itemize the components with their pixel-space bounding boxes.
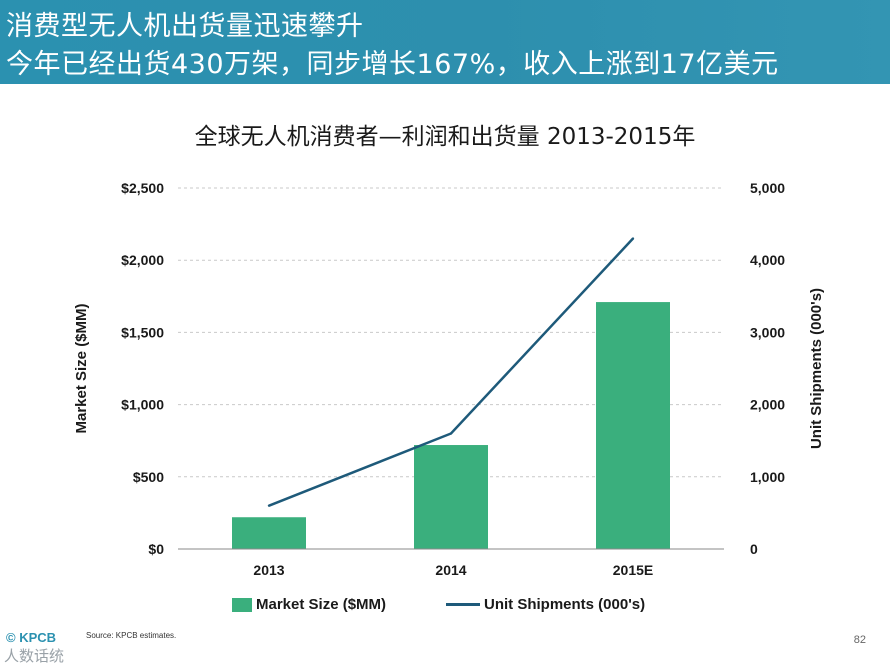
y-left-tick-label: $2,500 [121, 180, 164, 196]
y-left-axis-title: Market Size ($MM) [73, 303, 90, 433]
y-right-tick-label: 0 [750, 541, 758, 557]
legend-bar-swatch [232, 597, 252, 612]
line-point [267, 504, 271, 507]
y-right-tick-label: 3,000 [750, 324, 785, 340]
bar-market-size [232, 517, 306, 549]
slide-header: 消费型无人机出货量迅速攀升 今年已经出货430万架，同步增长167%，收入上涨到… [0, 0, 890, 84]
bar-market-size [414, 445, 488, 549]
legend-item-market-size: Market Size ($MM) [232, 596, 386, 613]
kpcb-logo: © KPCB [6, 630, 57, 645]
y-right-tick-label: 1,000 [750, 469, 785, 485]
source-note: Source: KPCB estimates. [86, 631, 177, 640]
y-left-tick-label: $1,500 [121, 324, 164, 340]
slide-title: 消费型无人机出货量迅速攀升 [6, 11, 364, 42]
chart-legend: Market Size ($MM) Unit Shipments (000's) [0, 596, 890, 618]
x-tick-label: 2013 [253, 562, 284, 578]
legend-line-swatch [446, 603, 480, 606]
chart-title: 全球无人机消费者—利润和出货量 2013-2015年 [194, 124, 696, 150]
legend-label-unit-shipments: Unit Shipments (000's) [484, 596, 646, 613]
slide-subtitle: 今年已经出货430万架，同步增长167%，收入上涨到17亿美元 [6, 49, 779, 80]
x-tick-label: 2015E [613, 562, 653, 578]
y-left-tick-label: $0 [148, 541, 164, 557]
y-left-tick-label: $1,000 [121, 397, 164, 413]
legend-label-market-size: Market Size ($MM) [256, 596, 387, 613]
line-point [449, 432, 453, 435]
corner-watermark: 人数话统 [4, 647, 65, 665]
x-tick-label: 2014 [435, 562, 466, 578]
legend-item-unit-shipments: Unit Shipments (000's) [446, 596, 645, 613]
y-right-axis-title: Unit Shipments (000's) [808, 288, 825, 449]
line-point [631, 237, 635, 240]
y-left-tick-label: $2,000 [121, 252, 164, 268]
page-number: 82 [853, 634, 866, 646]
y-left-tick-label: $500 [133, 469, 164, 485]
y-right-tick-label: 5,000 [750, 180, 785, 196]
y-right-tick-label: 2,000 [750, 397, 785, 413]
bar-market-size [596, 302, 670, 549]
y-right-tick-label: 4,000 [750, 252, 785, 268]
